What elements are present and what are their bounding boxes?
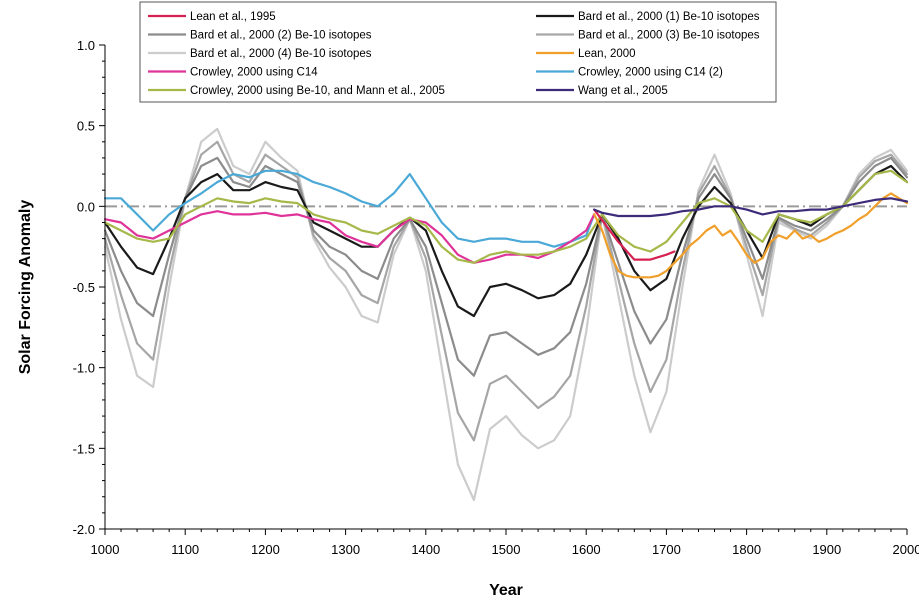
series-line-3 bbox=[103, 156, 909, 377]
y-tick-label: 1.0 bbox=[77, 38, 95, 53]
series-line-2 bbox=[103, 164, 909, 318]
x-tick-label: 1400 bbox=[411, 542, 440, 557]
series-line-10 bbox=[593, 197, 909, 218]
x-tick-label: 1600 bbox=[572, 542, 601, 557]
plot-background bbox=[105, 45, 907, 529]
legend-label: Bard et al., 2000 (2) Be-10 isotopes bbox=[190, 30, 372, 42]
legend-label: Crowley, 2000 using C14 bbox=[190, 67, 318, 79]
x-tick-label: 1100 bbox=[171, 542, 199, 557]
x-tick-label: 2000 bbox=[893, 542, 919, 557]
series-line-6 bbox=[593, 192, 909, 279]
legend-label: Lean, 2000 bbox=[578, 48, 636, 60]
x-tick-label: 1200 bbox=[251, 542, 280, 557]
legend-label: Lean et al., 1995 bbox=[190, 11, 276, 23]
y-tick-label: 0.5 bbox=[77, 119, 95, 134]
ticks-layer: 1000 1100 1200 1300 1400 1500 1600 1700 1800 1900… bbox=[73, 38, 919, 557]
y-tick-label: -0.5 bbox=[73, 280, 95, 295]
series-line-9 bbox=[103, 169, 909, 264]
legend-label: Bard et al., 2000 (4) Be-10 isotopes bbox=[190, 48, 372, 60]
x-tick-label: 1500 bbox=[492, 542, 521, 557]
y-axis-title: Solar Forcing Anomaly bbox=[17, 200, 34, 375]
x-tick-label: 1300 bbox=[331, 542, 360, 557]
series-line-8 bbox=[103, 169, 596, 248]
x-tick-label: 1800 bbox=[732, 542, 761, 557]
legend-label: Bard et al., 2000 (1) Be-10 isotopes bbox=[578, 11, 760, 23]
x-tick-label: 1900 bbox=[812, 542, 841, 557]
plot-area bbox=[105, 45, 907, 529]
series-line-1 bbox=[593, 208, 676, 261]
legend-label: Crowley, 2000 using C14 (2) bbox=[578, 67, 723, 79]
y-tick-label: -2.0 bbox=[73, 522, 95, 537]
series-line-4 bbox=[103, 140, 909, 442]
y-tick-label: -1.0 bbox=[73, 361, 95, 376]
y-tick-label: 0.0 bbox=[77, 199, 95, 214]
x-axis-title: Year bbox=[489, 582, 523, 599]
legend: Lean et al., 1995 Bard et al., 2000 (1) B… bbox=[139, 1, 777, 103]
series-layer bbox=[103, 127, 909, 502]
legend-box bbox=[139, 1, 777, 103]
x-tick-label: 1000 bbox=[91, 542, 120, 557]
series-line-5 bbox=[103, 127, 909, 502]
legend-label: Wang et al., 2005 bbox=[578, 85, 668, 97]
legend-label: Bard et al., 2000 (3) Be-10 isotopes bbox=[578, 30, 760, 42]
x-tick-label: 1700 bbox=[652, 542, 681, 557]
y-tick-label: -1.5 bbox=[73, 441, 95, 456]
legend-label: Crowley, 2000 using Be-10, and Mann et a… bbox=[190, 85, 445, 97]
